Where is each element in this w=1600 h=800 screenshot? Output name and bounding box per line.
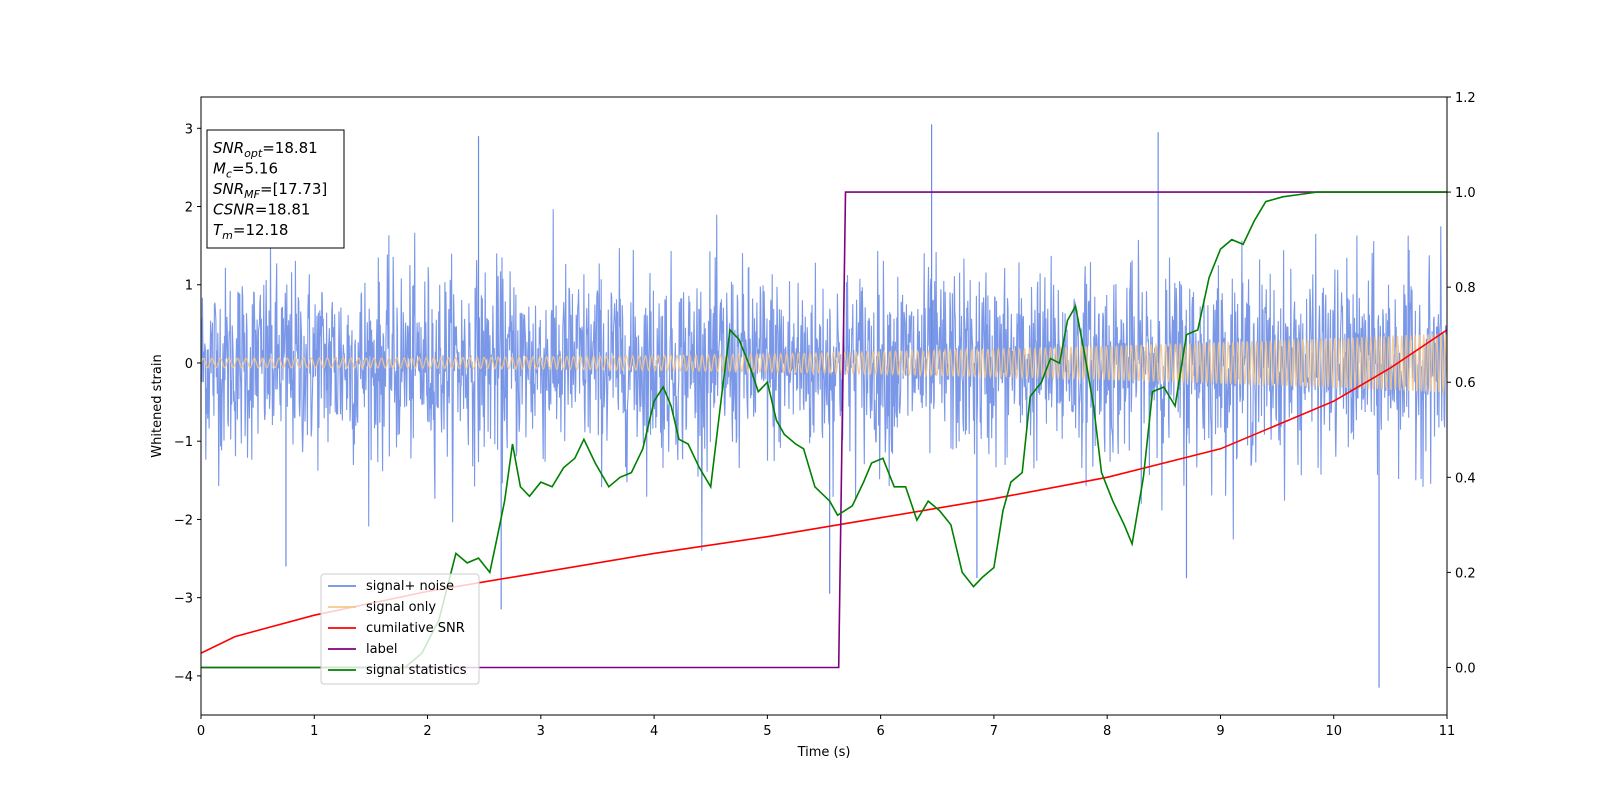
y-axis-right: 0.0 0.2 0.4 0.6 0.8 1.0 1.2 — [1447, 91, 1476, 676]
y-axis-label: Whitened strain — [150, 354, 165, 457]
y-tick-label-left: −2 — [174, 513, 193, 528]
x-tick-label: 1 — [310, 724, 318, 739]
x-tick-label: 7 — [990, 724, 998, 739]
legend-label: signal statistics — [366, 663, 467, 678]
y-tick-label-right: 0.8 — [1455, 281, 1476, 296]
x-tick-label: 11 — [1439, 724, 1456, 739]
y-tick-label-left: 0 — [185, 357, 193, 372]
x-tick-label: 0 — [197, 724, 205, 739]
y-tick-label-left: −1 — [174, 435, 193, 450]
x-tick-label: 4 — [650, 724, 658, 739]
series-signal-noise — [201, 209, 1447, 551]
legend-label: cumilative SNR — [366, 621, 465, 636]
plot-frame — [200, 96, 1448, 716]
legend-label: signal+ noise — [366, 579, 454, 594]
y-tick-label-right: 1.2 — [1455, 91, 1476, 106]
series-label — [201, 191, 1447, 669]
annotation-line: SNRopt=18.81 — [213, 139, 318, 160]
y-tick-label-right: 1.0 — [1455, 186, 1476, 201]
x-tick-label: 8 — [1103, 724, 1111, 739]
x-tick-label: 2 — [423, 724, 431, 739]
y-tick-label-right: 0.0 — [1455, 661, 1476, 676]
y-tick-label-right: 0.6 — [1455, 376, 1476, 391]
y-tick-label-right: 0.4 — [1455, 471, 1476, 486]
series-signal-statistics — [201, 191, 1447, 669]
x-axis-label: Time (s) — [797, 745, 851, 760]
x-tick-label: 9 — [1216, 724, 1224, 739]
y-tick-label-left: −3 — [174, 592, 193, 607]
annotation-line: SNRMF=[17.73] — [213, 180, 327, 201]
x-tick-label: 6 — [876, 724, 884, 739]
y-tick-label-left: 1 — [185, 279, 193, 294]
annotation-line: Tm=12.18 — [213, 221, 288, 242]
annotation-line: CSNR=18.81 — [213, 201, 310, 219]
x-axis: 0 1 2 3 4 5 6 7 8 9 10 11 — [197, 715, 1455, 739]
x-tick-label: 10 — [1325, 724, 1342, 739]
y-tick-label-left: 2 — [185, 201, 193, 216]
y-axis-left: −4 −3 −2 −1 0 1 2 3 — [174, 122, 201, 685]
annotation-box: SNRopt=18.81Mc=5.16SNRMF=[17.73]CSNR=18.… — [206, 129, 345, 249]
x-tick-label: 5 — [763, 724, 771, 739]
series-signal-only — [201, 333, 1447, 393]
x-tick-label: 3 — [537, 724, 545, 739]
y-tick-label-left: 3 — [185, 122, 193, 137]
legend-label: label — [366, 642, 397, 657]
annotation-line: Mc=5.16 — [213, 160, 278, 181]
y-tick-label-left: −4 — [174, 670, 193, 685]
legend: signal+ noise signal only cumilative SNR la… — [320, 573, 480, 685]
legend-label: signal only — [366, 600, 436, 615]
y-tick-label-right: 0.2 — [1455, 566, 1476, 581]
